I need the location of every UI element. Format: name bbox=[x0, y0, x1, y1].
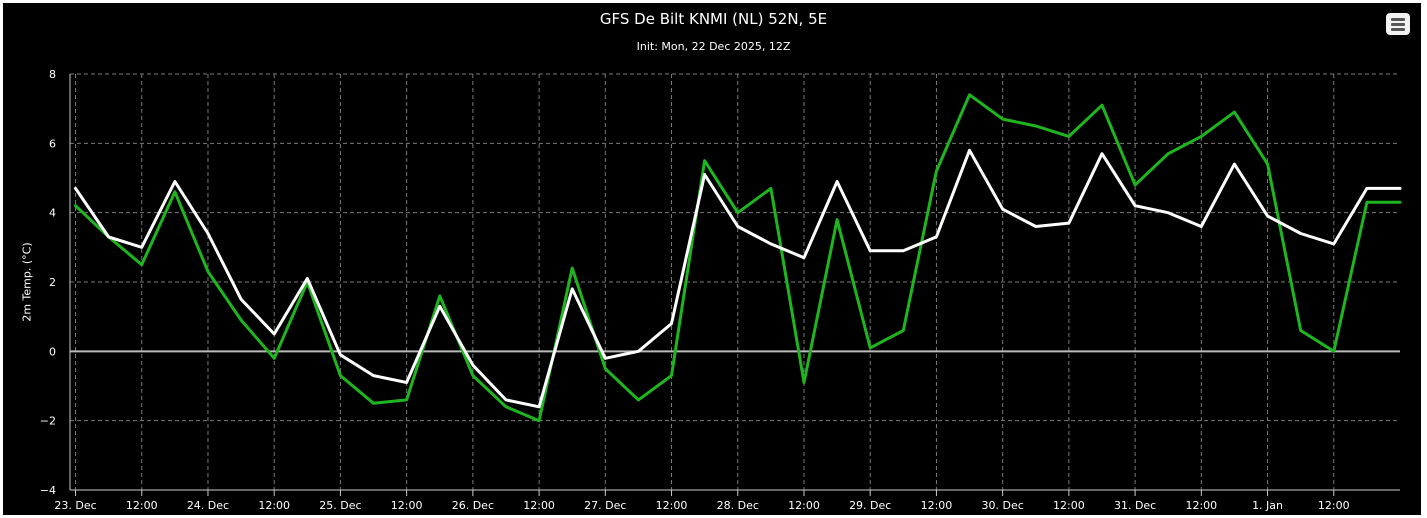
x-tick-label: 27. Dec bbox=[584, 499, 626, 512]
chart-background bbox=[3, 3, 1421, 515]
x-tick-label: 31. Dec bbox=[1114, 499, 1156, 512]
hamburger-menu-icon[interactable] bbox=[1386, 13, 1410, 35]
x-tick-label: 12:00 bbox=[523, 499, 555, 512]
x-tick-label: 28. Dec bbox=[717, 499, 759, 512]
x-tick-label: 12:00 bbox=[1185, 499, 1217, 512]
series-line-green bbox=[74, 93, 1402, 423]
y-tick-label: −2 bbox=[40, 415, 56, 428]
y-tick-label: 8 bbox=[49, 68, 56, 81]
y-tick-label: 6 bbox=[49, 137, 56, 150]
x-tick-label: 12:00 bbox=[1053, 499, 1085, 512]
x-tick-label: 29. Dec bbox=[849, 499, 891, 512]
x-tick-label: 12:00 bbox=[921, 499, 953, 512]
series-line-white bbox=[74, 148, 1402, 409]
x-tick-label: 23. Dec bbox=[54, 499, 96, 512]
x-tick-label: 26. Dec bbox=[452, 499, 494, 512]
x-tick-label: 12:00 bbox=[656, 499, 688, 512]
x-tick-label: 30. Dec bbox=[982, 499, 1024, 512]
y-tick-label: 0 bbox=[49, 345, 56, 358]
x-tick-label: 12:00 bbox=[126, 499, 158, 512]
x-tick-label: 12:00 bbox=[788, 499, 820, 512]
chart-title: GFS De Bilt KNMI (NL) 52N, 5E bbox=[599, 10, 828, 28]
x-tick-label: 12:00 bbox=[258, 499, 290, 512]
x-tick-label: 25. Dec bbox=[319, 499, 361, 512]
x-tick-label: 12:00 bbox=[1318, 499, 1350, 512]
y-tick-label: 4 bbox=[49, 207, 56, 220]
y-tick-label: 2 bbox=[49, 276, 56, 289]
chart-subtitle: Init: Mon, 22 Dec 2025, 12Z bbox=[636, 40, 791, 53]
x-tick-label: 12:00 bbox=[391, 499, 423, 512]
x-tick-label: 1. Jan bbox=[1252, 499, 1283, 512]
y-tick-label: −4 bbox=[40, 484, 56, 497]
x-tick-label: 24. Dec bbox=[187, 499, 229, 512]
